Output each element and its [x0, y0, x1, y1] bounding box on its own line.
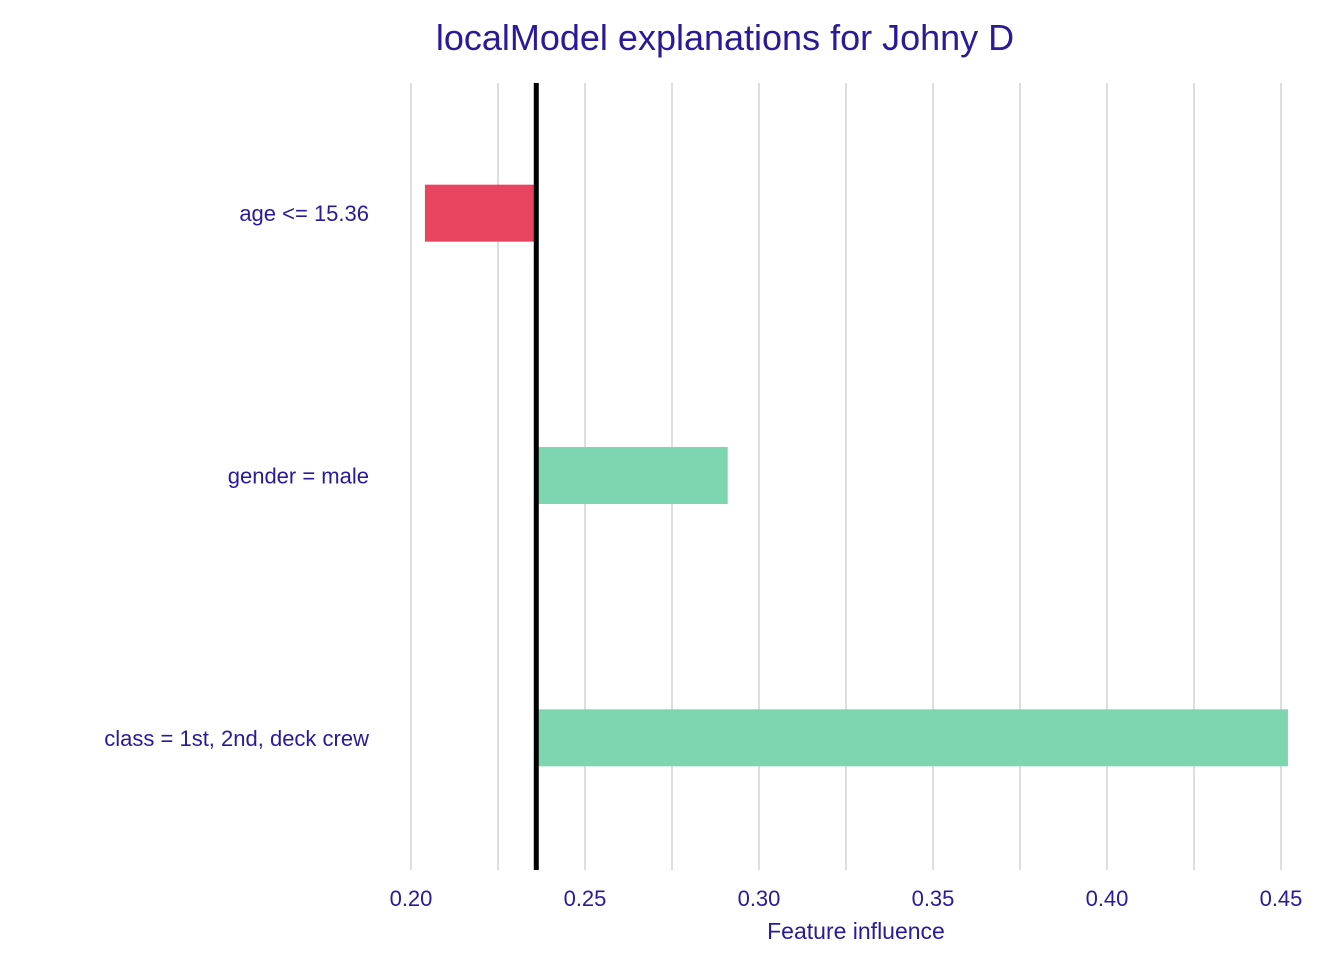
- x-tick-label: 0.40: [1086, 886, 1129, 911]
- x-tick-label: 0.35: [912, 886, 955, 911]
- x-tick-label: 0.20: [390, 886, 433, 911]
- bar: [536, 709, 1288, 767]
- bar: [536, 447, 728, 504]
- chart-title: localModel explanations for Johny D: [436, 17, 1014, 58]
- category-label: gender = male: [228, 464, 369, 489]
- x-tick-label: 0.25: [564, 886, 607, 911]
- x-axis-label: Feature influence: [767, 918, 945, 944]
- bar: [424, 184, 537, 242]
- x-tick-label: 0.30: [738, 886, 781, 911]
- x-tick-labels: 0.20 0.25 0.30 0.35 0.40 0.45: [390, 886, 1303, 911]
- x-tick-label: 0.45: [1260, 886, 1303, 911]
- category-label: age <= 15.36: [239, 201, 369, 226]
- category-labels: age <= 15.36 gender = male class = 1st, 2n…: [104, 201, 369, 751]
- bars: [424, 184, 1288, 767]
- category-label: class = 1st, 2nd, deck crew: [104, 726, 369, 751]
